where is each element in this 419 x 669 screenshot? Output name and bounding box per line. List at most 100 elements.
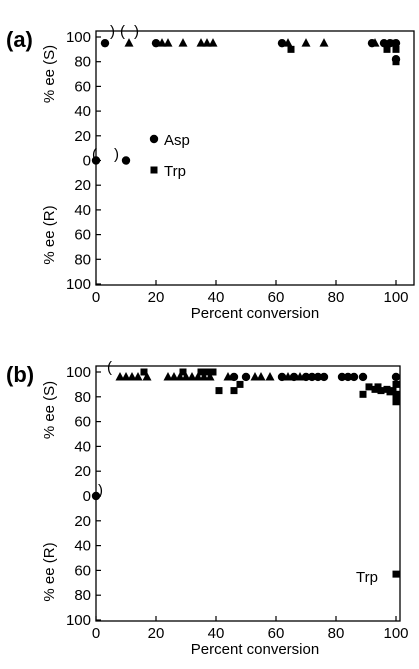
data-point <box>193 371 203 381</box>
annotation-paren: ) <box>114 146 119 163</box>
plot-frame <box>95 365 401 622</box>
data-point <box>343 372 353 382</box>
y-tick-label: 0 <box>83 488 91 505</box>
x-axis-title: Percent conversion <box>191 305 319 322</box>
x-tick-label: 40 <box>208 289 225 306</box>
data-point <box>215 387 223 395</box>
y-tick-label: 100 <box>66 612 91 629</box>
data-point <box>142 371 152 381</box>
data-point <box>121 371 131 381</box>
data-point <box>370 38 380 47</box>
annotation-paren: ) <box>98 482 103 499</box>
annotation-paren: ) <box>134 23 139 40</box>
annotation-paren: ) <box>110 23 115 40</box>
data-point <box>209 368 217 376</box>
data-point <box>151 38 161 48</box>
data-point <box>383 45 391 53</box>
data-point <box>392 390 400 398</box>
y-tick-label: 60 <box>74 562 91 579</box>
panel-label: (b) <box>6 362 34 387</box>
data-point <box>229 372 239 382</box>
series-triangle <box>115 371 305 381</box>
data-point <box>196 38 206 47</box>
data-point <box>391 372 401 382</box>
data-point <box>377 387 385 395</box>
y-tick-label: 80 <box>74 54 91 71</box>
x-axis-title: Percent conversion <box>191 641 319 658</box>
y-tick-label: 80 <box>74 251 91 268</box>
data-point <box>208 38 218 47</box>
data-point <box>389 387 397 395</box>
data-point <box>187 371 197 381</box>
x-tick-label: 80 <box>328 289 345 306</box>
legend-marker <box>149 134 159 144</box>
data-point <box>313 372 323 382</box>
series-triangle <box>124 38 380 47</box>
data-point <box>392 58 400 66</box>
y-tick-label: 0 <box>83 153 91 170</box>
y-tick-label: 20 <box>74 177 91 194</box>
data-point <box>236 380 244 388</box>
data-point <box>283 371 293 381</box>
annotation-paren: ( <box>107 359 112 376</box>
data-point <box>265 371 275 381</box>
data-point <box>359 390 367 398</box>
data-point <box>124 38 134 47</box>
legend-label: Trp <box>356 569 378 586</box>
x-tick-label: 100 <box>383 289 408 306</box>
panel-label: (a) <box>6 27 33 52</box>
data-point <box>277 38 287 48</box>
x-tick-label: 20 <box>148 289 165 306</box>
y-tick-label: 60 <box>74 227 91 244</box>
data-point <box>163 38 173 47</box>
series-Trp <box>140 368 400 578</box>
y-tick-label: 60 <box>74 78 91 95</box>
x-tick-label: 20 <box>148 625 165 642</box>
y-tick-label: 20 <box>74 463 91 480</box>
y-tick-label: 100 <box>66 364 91 381</box>
data-point <box>256 371 266 381</box>
x-tick-label: 100 <box>383 625 408 642</box>
data-point <box>283 38 293 47</box>
data-point <box>277 372 287 382</box>
y-tick-label: 80 <box>74 587 91 604</box>
y-tick-label: 40 <box>74 103 91 120</box>
data-point <box>181 371 191 381</box>
data-point <box>289 372 299 382</box>
data-point <box>100 38 110 48</box>
annotation-paren: ( <box>120 23 125 40</box>
series-Asp <box>91 38 401 165</box>
data-point <box>223 371 233 381</box>
series-circle <box>91 372 401 501</box>
data-point <box>319 38 329 47</box>
data-point <box>121 156 131 165</box>
x-tick-label: 0 <box>92 289 100 306</box>
data-point <box>392 570 400 578</box>
legend-marker <box>150 166 158 174</box>
x-tick-label: 0 <box>92 625 100 642</box>
data-point <box>179 368 187 376</box>
x-tick-label: 60 <box>268 625 285 642</box>
data-point <box>301 38 311 47</box>
data-point <box>365 383 373 391</box>
data-point <box>287 45 295 53</box>
legend-label: Asp <box>164 132 190 149</box>
data-point <box>178 38 188 47</box>
data-point <box>241 372 251 382</box>
data-point <box>91 156 101 165</box>
x-tick-label: 60 <box>268 289 285 306</box>
data-point <box>199 371 209 381</box>
data-point <box>349 372 359 382</box>
data-point <box>163 371 173 381</box>
y-tick-label: 20 <box>74 513 91 530</box>
plot-frame <box>95 30 415 286</box>
y-tick-label: 20 <box>74 128 91 145</box>
data-point <box>379 38 389 48</box>
data-point <box>202 38 212 47</box>
data-point <box>127 371 137 381</box>
data-point <box>205 371 215 381</box>
y-axis-title-s: % ee (S) <box>41 45 58 103</box>
